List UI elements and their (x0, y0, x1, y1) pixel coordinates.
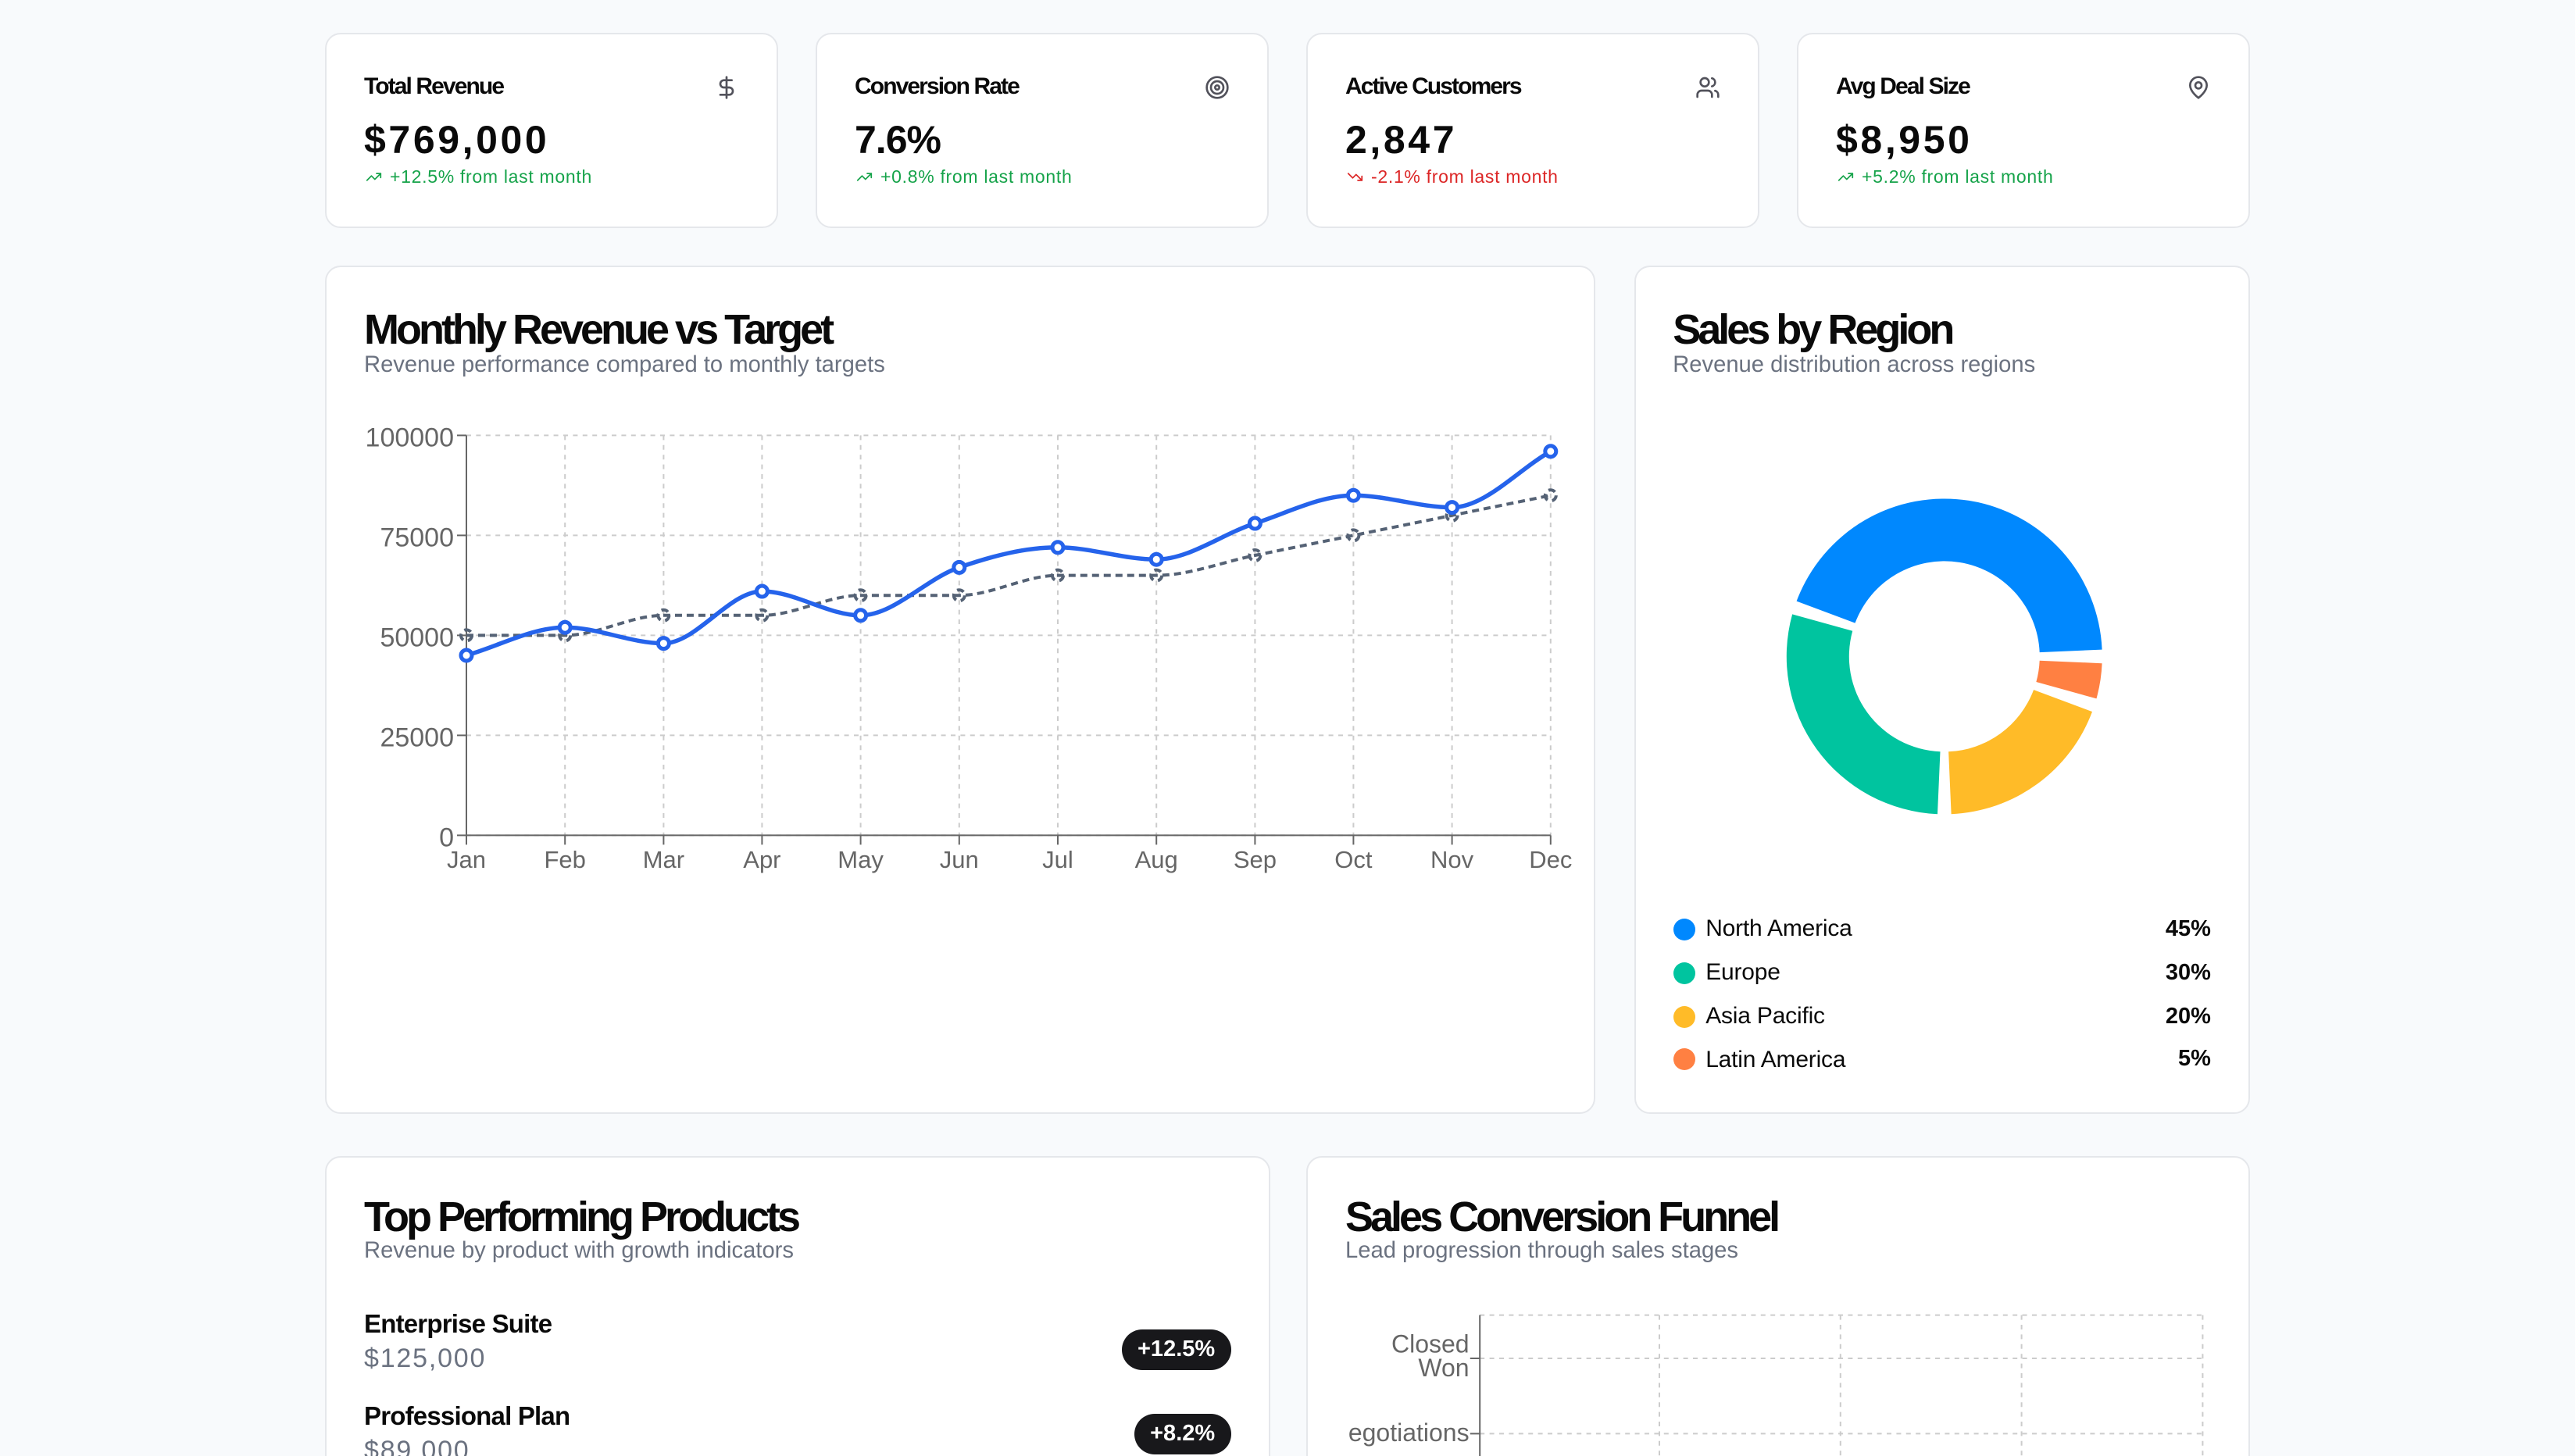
svg-text:egotiations: egotiations (1348, 1418, 1469, 1446)
svg-text:Oct: Oct (1334, 846, 1373, 873)
svg-text:25000: 25000 (380, 723, 454, 752)
svg-text:Mar: Mar (643, 846, 684, 873)
svg-text:Jun: Jun (940, 846, 979, 873)
svg-text:Apr: Apr (743, 846, 780, 873)
svg-text:Nov: Nov (1430, 846, 1474, 873)
svg-text:Feb: Feb (544, 846, 585, 873)
svg-text:Won: Won (1417, 1354, 1468, 1382)
svg-text:Closed: Closed (1391, 1329, 1469, 1358)
svg-text:50000: 50000 (380, 623, 454, 652)
svg-text:0: 0 (439, 823, 454, 852)
svg-text:Jul: Jul (1042, 846, 1073, 873)
svg-text:Dec: Dec (1529, 846, 1572, 873)
svg-text:Jan: Jan (447, 846, 486, 873)
svg-text:75000: 75000 (380, 523, 454, 552)
svg-text:100000: 100000 (366, 423, 454, 452)
svg-text:May: May (838, 846, 884, 873)
svg-text:Aug: Aug (1135, 846, 1178, 873)
svg-text:Sep: Sep (1234, 846, 1277, 873)
